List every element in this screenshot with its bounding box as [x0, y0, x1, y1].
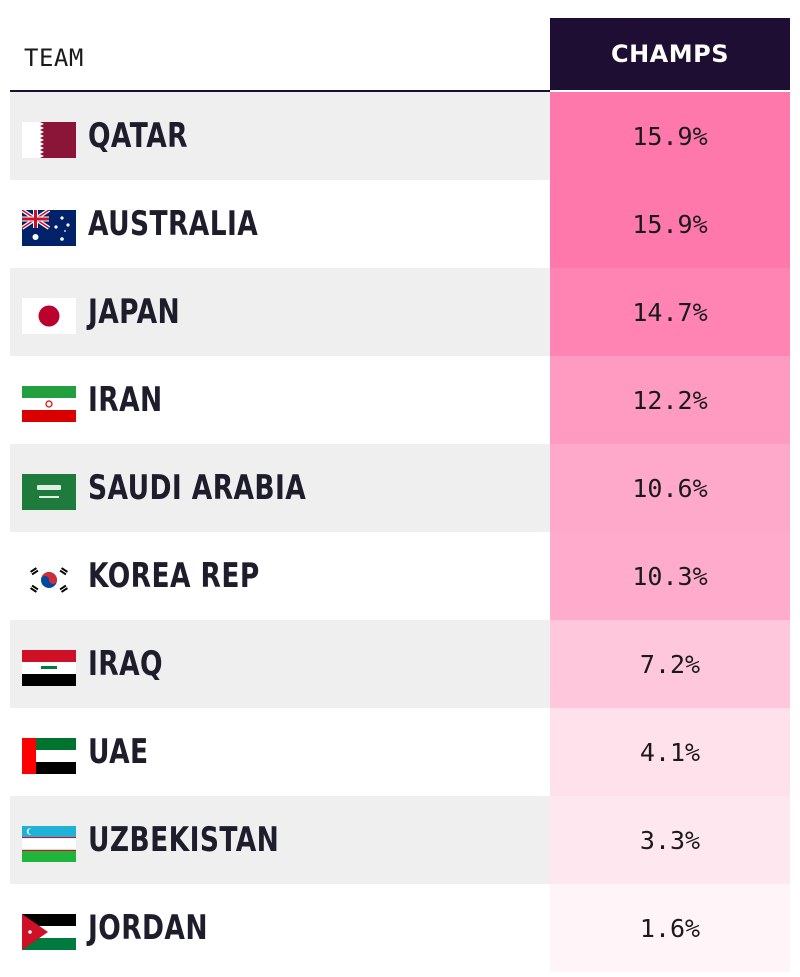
team-column-header[interactable]: TEAM: [24, 44, 84, 72]
team-name: SAUDI ARABIA: [88, 468, 307, 508]
saudi-arabia-flag-icon: [22, 474, 76, 510]
team-name: UZBEKISTAN: [88, 820, 280, 860]
table-row: UAE 4.1%: [10, 708, 790, 796]
champs-value-cell: 3.3%: [550, 796, 790, 884]
team-name: IRAQ: [88, 644, 163, 684]
champs-value-cell: 7.2%: [550, 620, 790, 708]
champs-value-cell: 12.2%: [550, 356, 790, 444]
qatar-flag-icon: [22, 122, 76, 158]
table-row: IRAN 12.2%: [10, 356, 790, 444]
champs-value-cell: 4.1%: [550, 708, 790, 796]
table-row: AUSTRALIA 15.9%: [10, 180, 790, 268]
japan-flag-icon: [22, 298, 76, 334]
uae-flag-icon: [22, 738, 76, 774]
team-name: JORDAN: [88, 908, 208, 948]
odds-table: TEAM CHAMPS QATAR 15.9% AUSTRALIA 15.9% JAPA…: [10, 18, 790, 972]
jordan-flag-icon: [22, 914, 76, 950]
team-name: JAPAN: [88, 292, 181, 332]
uzbekistan-flag-icon: [22, 826, 76, 862]
australia-flag-icon: [22, 210, 76, 246]
team-name: KOREA REP: [88, 556, 260, 596]
table-row: KOREA REP 10.3%: [10, 532, 790, 620]
champs-value-cell: 1.6%: [550, 884, 790, 972]
team-name: QATAR: [88, 116, 188, 156]
table-header: TEAM CHAMPS: [10, 18, 790, 92]
korea-rep-flag-icon: [22, 562, 76, 598]
champs-value-cell: 14.7%: [550, 268, 790, 356]
table-row: IRAQ 7.2%: [10, 620, 790, 708]
champs-column-header[interactable]: CHAMPS: [550, 18, 790, 90]
team-name: UAE: [88, 732, 149, 772]
table-row: QATAR 15.9%: [10, 92, 790, 180]
team-name: AUSTRALIA: [88, 204, 259, 244]
iran-flag-icon: [22, 386, 76, 422]
header-divider: [10, 90, 550, 92]
table-row: SAUDI ARABIA 10.6%: [10, 444, 790, 532]
table-row: JAPAN 14.7%: [10, 268, 790, 356]
champs-value-cell: 15.9%: [550, 180, 790, 268]
table-body: QATAR 15.9% AUSTRALIA 15.9% JAPAN 14.7% IRAN 12…: [10, 92, 790, 972]
champs-value-cell: 10.3%: [550, 532, 790, 620]
iraq-flag-icon: [22, 650, 76, 686]
table-row: JORDAN 1.6%: [10, 884, 790, 972]
champs-value-cell: 10.6%: [550, 444, 790, 532]
table-row: UZBEKISTAN 3.3%: [10, 796, 790, 884]
champs-value-cell: 15.9%: [550, 92, 790, 180]
team-name: IRAN: [88, 380, 163, 420]
